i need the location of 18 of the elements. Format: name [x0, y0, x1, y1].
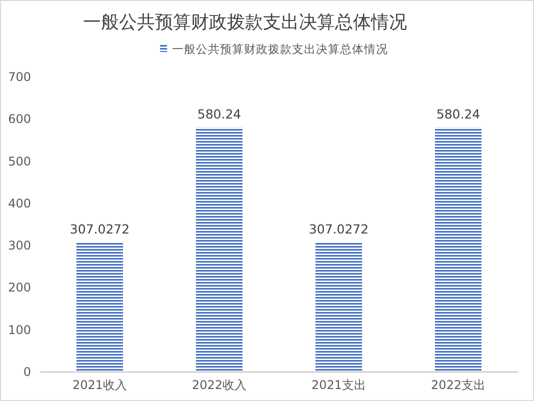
y-tick-label: 200 [8, 280, 31, 295]
y-tick-label: 300 [8, 238, 31, 253]
data-label: 580.24 [436, 106, 480, 122]
legend: 一般公共预算财政拨款支出决算总体情况 [160, 42, 388, 56]
y-tick-label: 0 [23, 365, 31, 379]
data-label: 307.0272 [308, 222, 369, 237]
x-tick-label: 2022支出 [430, 378, 486, 392]
y-tick-label: 500 [8, 154, 31, 168]
y-tick-label: 100 [8, 322, 31, 337]
data-label: 580.24 [197, 106, 242, 122]
chart-title: 一般公共预算财政拨款支出决算总体情况 [83, 12, 407, 33]
y-tick-label: 400 [8, 196, 31, 210]
y-tick-label: 600 [8, 112, 31, 126]
data-label: 307.0272 [70, 222, 130, 237]
x-tick-label: 2021支出 [311, 378, 366, 392]
x-tick-label: 2022收入 [192, 378, 247, 392]
x-tick-label: 2021收入 [72, 378, 128, 392]
y-tick-label: 700 [8, 70, 31, 84]
